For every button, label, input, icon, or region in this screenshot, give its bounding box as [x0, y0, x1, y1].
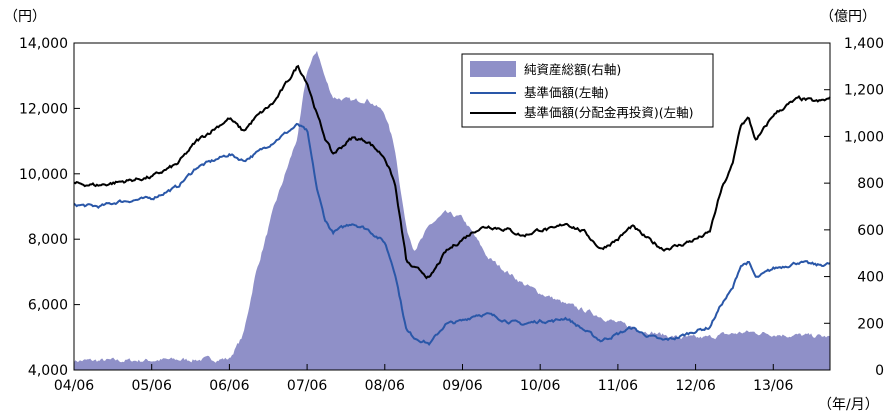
left-axis: 4,000 6,000 8,000 10,000 12,000 14,000 — [19, 36, 80, 379]
left-tick-label: 6,000 — [28, 298, 68, 314]
area-series — [74, 50, 830, 371]
right-tick-label: 1,400 — [844, 36, 884, 52]
legend-label-reinv: 基準価額(分配金再投資)(左軸) — [524, 105, 694, 120]
left-tick-label: 8,000 — [28, 232, 68, 248]
x-tick-label: 11/06 — [598, 378, 638, 394]
x-tick-label: 10/06 — [520, 378, 560, 394]
right-tick-label: 400 — [857, 270, 884, 286]
right-tick-label: 1,000 — [844, 129, 884, 145]
right-tick-label: 800 — [857, 176, 884, 192]
net-assets-area — [74, 50, 830, 371]
nav-reinvested-line — [73, 64, 831, 280]
x-tick-label: 09/06 — [442, 378, 482, 394]
right-tick-label: 0 — [875, 363, 884, 379]
x-tick-label: 08/06 — [365, 378, 405, 394]
right-tick-label: 200 — [857, 316, 884, 332]
left-tick-label: 10,000 — [19, 167, 68, 183]
x-tick-label: 05/06 — [132, 378, 172, 394]
left-tick-label: 14,000 — [19, 36, 68, 52]
x-unit-label: （年/月） — [818, 397, 879, 412]
right-axis: 0 200 400 600 800 1,000 1,200 1,400 — [824, 36, 884, 379]
legend: 純資産総額(右軸) 基準価額(左軸) 基準価額(分配金再投資)(左軸) — [461, 53, 714, 128]
x-tick-label: 12/06 — [675, 378, 715, 394]
left-tick-label: 4,000 — [28, 363, 68, 379]
nav-line — [73, 122, 831, 347]
left-tick-label: 12,000 — [19, 101, 68, 117]
legend-label-area: 純資産総額(右軸) — [524, 62, 621, 77]
right-unit-label: （億円） — [820, 9, 876, 25]
x-tick-label: 04/06 — [54, 378, 94, 394]
line-series — [73, 64, 831, 347]
legend-label-nav: 基準価額(左軸) — [524, 85, 609, 100]
right-tick-label: 600 — [857, 223, 884, 239]
x-axis: 04/06 05/06 06/06 07/06 08/06 09/06 10/06 11/06… — [54, 364, 794, 394]
x-tick-label: 13/06 — [753, 378, 793, 394]
plot-frame — [73, 42, 831, 371]
x-tick-label: 07/06 — [287, 378, 327, 394]
x-tick-label: 06/06 — [209, 378, 249, 394]
left-unit-label: （円） — [4, 9, 46, 25]
legend-swatch-area — [470, 61, 516, 77]
right-tick-label: 1,200 — [844, 83, 884, 99]
